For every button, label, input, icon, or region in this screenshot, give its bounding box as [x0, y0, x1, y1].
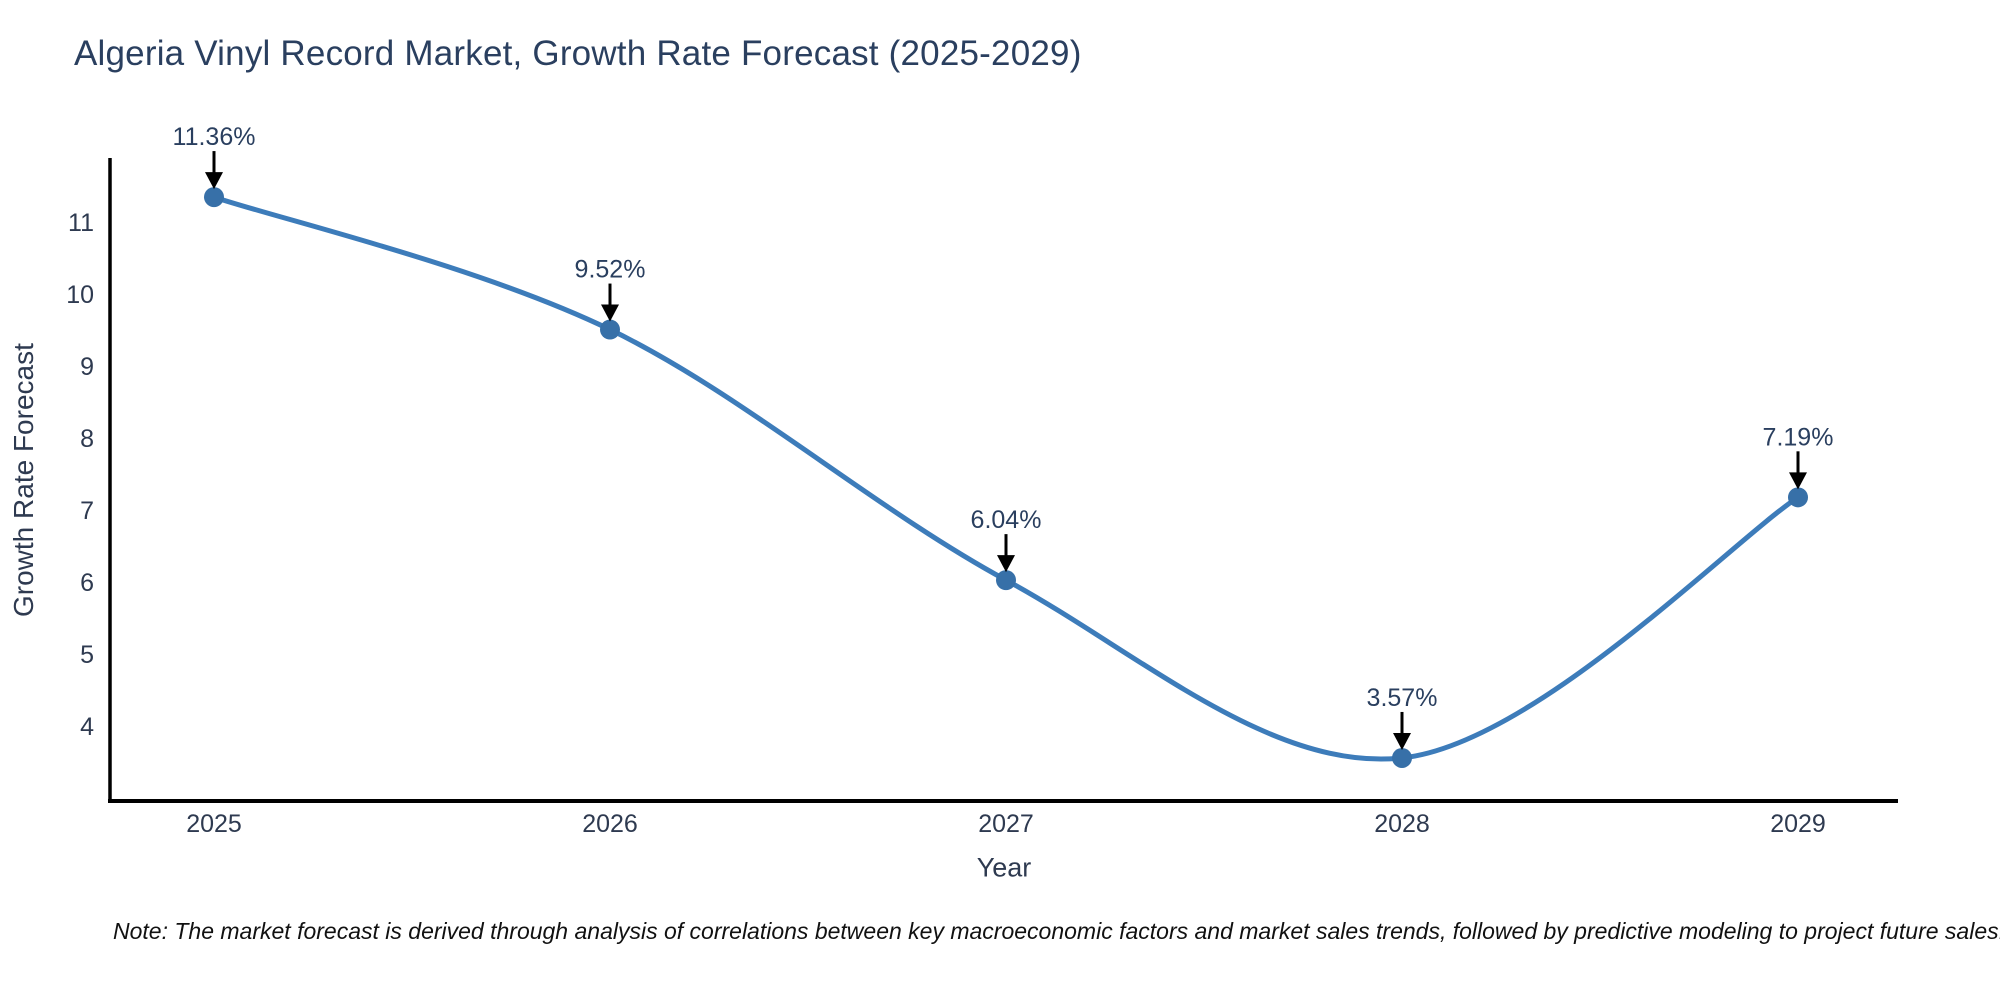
- data-point-label: 9.52%: [575, 256, 646, 284]
- y-tick-label: 8: [80, 425, 94, 453]
- chart-title: Algeria Vinyl Record Market, Growth Rate…: [74, 34, 1082, 73]
- data-point-label: 11.36%: [173, 123, 256, 151]
- data-point-marker: [1392, 747, 1412, 768]
- annotation-arrowhead: [205, 172, 223, 190]
- annotation-arrowhead: [601, 304, 619, 322]
- x-tick-label: 2029: [1770, 810, 1826, 838]
- y-tick-label: 7: [80, 497, 94, 525]
- data-point-label: 3.57%: [1367, 684, 1438, 712]
- annotation-arrowhead: [1393, 732, 1411, 750]
- y-tick-label: 10: [66, 281, 94, 309]
- x-tick-label: 2026: [582, 810, 638, 838]
- x-tick-label: 2027: [978, 810, 1034, 838]
- data-point-marker: [1788, 487, 1808, 508]
- data-point-marker: [996, 570, 1016, 591]
- y-tick-label: 11: [68, 209, 94, 237]
- y-tick-label: 4: [80, 713, 94, 741]
- y-tick-label: 9: [80, 353, 94, 381]
- annotation-arrowhead: [1789, 472, 1807, 490]
- annotation-arrowhead: [997, 555, 1015, 573]
- data-point-marker: [600, 319, 620, 340]
- y-tick-label: 5: [80, 641, 94, 669]
- data-point-label: 7.19%: [1763, 423, 1834, 451]
- forecast-line: [211, 194, 1801, 762]
- footnote-text: Note: The market forecast is derived thr…: [113, 918, 2000, 944]
- x-axis-title: Year: [976, 852, 1032, 883]
- data-point-marker: [204, 187, 224, 208]
- x-tick-label: 2028: [1374, 810, 1430, 838]
- y-axis-title: Growth Rate Forecast: [8, 343, 39, 617]
- x-tick-label: 2025: [186, 810, 242, 838]
- data-point-label: 6.04%: [971, 506, 1042, 534]
- y-tick-label: 6: [80, 569, 94, 597]
